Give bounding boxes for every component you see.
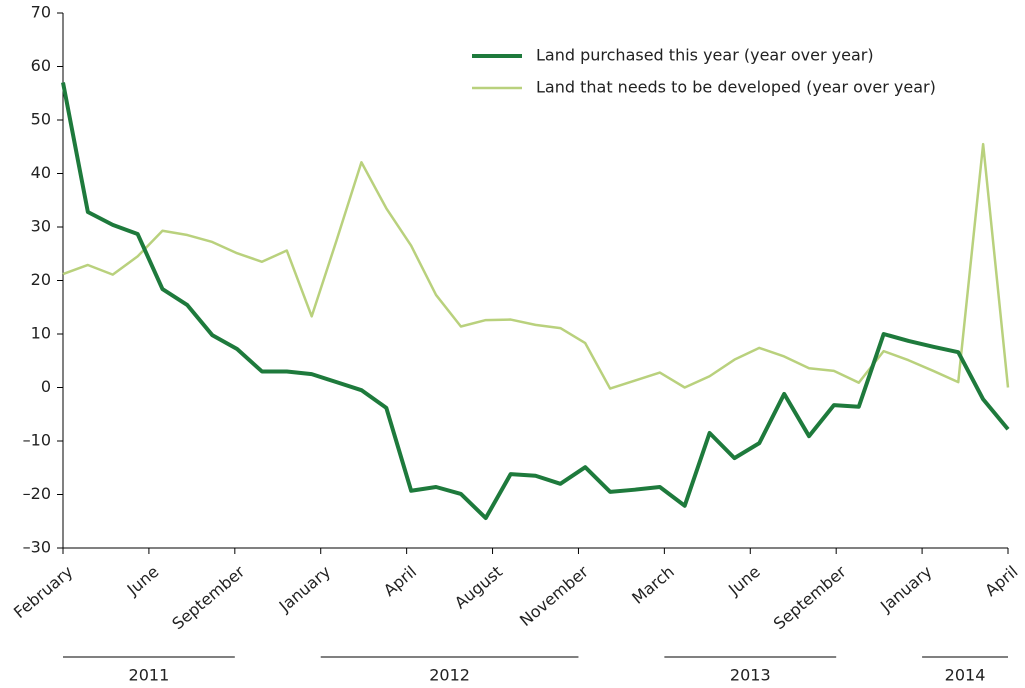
y-tick-label: 40 <box>31 163 51 182</box>
x-tick-label: August <box>451 562 506 613</box>
y-tick-label: 70 <box>31 3 51 22</box>
series-line <box>62 142 1010 390</box>
y-tick-label: 60 <box>31 56 51 75</box>
legend-label: Land purchased this year (year over year… <box>536 46 874 65</box>
y-tick-label: –20 <box>23 484 51 503</box>
x-tick-label: February <box>10 562 77 622</box>
y-tick-label: 30 <box>31 217 51 236</box>
x-tick-label: September <box>168 562 248 634</box>
y-tick-label: –10 <box>23 431 51 450</box>
x-tick-label: November <box>516 562 592 630</box>
x-tick-label: April <box>380 562 420 600</box>
year-label: 2012 <box>429 666 470 685</box>
year-label: 2013 <box>730 666 771 685</box>
year-label: 2014 <box>945 666 986 685</box>
x-tick-label: March <box>628 562 678 608</box>
y-tick-label: 0 <box>41 377 51 396</box>
series-line <box>61 82 1010 521</box>
y-tick-label: –30 <box>23 538 51 557</box>
y-tick-label: 20 <box>31 270 51 289</box>
x-tick-label: September <box>770 562 850 634</box>
x-tick-label: June <box>724 562 764 600</box>
x-tick-label: January <box>876 562 935 616</box>
x-tick-label: June <box>123 562 163 600</box>
x-tick-label: January <box>275 562 334 616</box>
y-tick-label: 10 <box>31 324 51 343</box>
x-tick-label: April <box>981 562 1021 600</box>
legend-label: Land that needs to be developed (year ov… <box>536 78 936 97</box>
year-label: 2011 <box>129 666 170 685</box>
y-tick-label: 50 <box>31 110 51 129</box>
